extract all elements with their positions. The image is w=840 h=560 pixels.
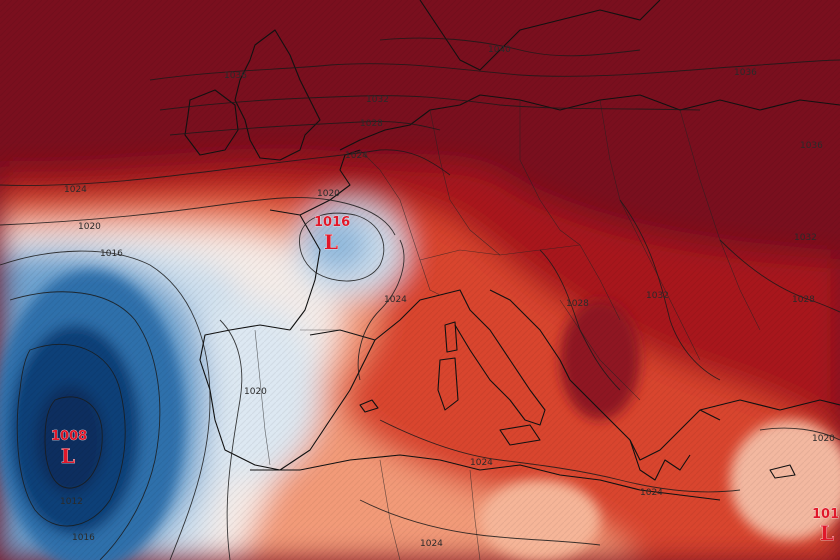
isobar-label: 1036 xyxy=(224,71,247,81)
isobar-label: 1028 xyxy=(792,295,815,305)
isobar-label: 1024 xyxy=(384,295,407,305)
isobar-1024-north xyxy=(0,149,451,186)
isobar-label: 1024 xyxy=(640,488,663,498)
isobar-1024-africa xyxy=(359,499,601,546)
isobar-label: 1020 xyxy=(78,222,101,232)
isobar-label: 1040 xyxy=(488,45,511,55)
isobar-label: 1016 xyxy=(100,249,123,259)
isobar-1020-iberia xyxy=(219,319,243,560)
low-value: 1016 xyxy=(314,215,350,230)
isobar-1024-central xyxy=(357,239,405,381)
isobars xyxy=(0,37,840,560)
isobar-1028-balkans xyxy=(539,249,621,391)
greece-coast xyxy=(629,439,691,481)
isobar-1012 xyxy=(9,291,161,560)
isobar-1032-east xyxy=(619,199,721,381)
isobar-1032-north xyxy=(159,95,701,111)
corsica-coast xyxy=(444,321,458,353)
low-value: 101 xyxy=(812,507,839,522)
isobar-label: 1028 xyxy=(360,119,383,129)
bay-of-biscay-coast xyxy=(289,214,321,331)
low-letter: L xyxy=(61,444,75,468)
low-letter: L xyxy=(324,230,338,254)
isobar-1020-west xyxy=(0,197,396,236)
isobar-label: 1020 xyxy=(244,387,267,397)
isobar-label: 1032 xyxy=(646,291,669,301)
isobar-label: 1020 xyxy=(317,189,340,199)
cyprus-coast xyxy=(769,464,796,479)
isobar-1036-north xyxy=(149,59,840,81)
isobar-1040 xyxy=(379,37,641,57)
border-iberia xyxy=(254,329,271,466)
isobar-label: 1024 xyxy=(470,458,493,468)
isobar-label: 1024 xyxy=(420,539,443,549)
low-marker-levant: 101 L xyxy=(812,507,840,546)
isobar-label: 1032 xyxy=(366,95,389,105)
isobar-labels: 1036 1040 1036 1036 1032 1028 1024 1024 … xyxy=(60,45,835,549)
scandinavia-coast xyxy=(419,0,661,71)
isobar-label: 1028 xyxy=(566,299,589,309)
isobar-1024-med xyxy=(379,419,741,493)
isobar-1020-levant xyxy=(759,427,840,441)
coastlines xyxy=(184,0,840,501)
isobar-label: 1024 xyxy=(64,185,87,195)
border-france-east xyxy=(359,149,441,296)
border-balkans xyxy=(559,299,641,401)
low-marker-atlantic: 1008 L xyxy=(51,429,88,469)
ireland-coast xyxy=(184,89,239,156)
border-central xyxy=(429,109,501,256)
low-value: 1008 xyxy=(51,429,87,444)
isobar-label: 1036 xyxy=(800,141,823,151)
iberia-coast xyxy=(199,324,376,471)
low-letter: L xyxy=(820,521,834,545)
isobar-label: 1032 xyxy=(794,233,817,243)
italy-coast xyxy=(439,289,546,426)
border-north-africa-2 xyxy=(469,469,481,560)
isobar-1028-north xyxy=(169,121,441,136)
border-east-central xyxy=(519,100,621,321)
sardinia-coast xyxy=(437,357,459,411)
gulf-of-lion-coast xyxy=(374,294,441,341)
isobar-label: 1012 xyxy=(60,497,83,507)
isobar-1016-atlantic xyxy=(0,250,211,560)
border-north-africa xyxy=(379,459,401,560)
isobar-1004 xyxy=(44,396,103,489)
north-africa-coast xyxy=(250,454,721,501)
country-borders xyxy=(254,99,761,560)
isobar-1008 xyxy=(16,343,126,527)
italy-adriatic-coast xyxy=(489,289,571,381)
border-eastern xyxy=(599,99,701,361)
isobar-label: 1024 xyxy=(345,151,368,161)
isobar-label: 1036 xyxy=(734,68,757,78)
balearic-islands xyxy=(359,399,379,413)
isobar-label: 1016 xyxy=(72,533,95,543)
isobar-1016-france xyxy=(299,212,385,282)
low-pressure-centers: 1016 L 1008 L 101 L xyxy=(51,215,840,546)
north-continent-coast xyxy=(339,94,840,151)
turkey-coast xyxy=(699,399,840,411)
isobar-label: 1020 xyxy=(812,434,835,444)
sicily-coast xyxy=(499,424,541,446)
balkan-coast xyxy=(569,379,721,461)
isobar-1028-east xyxy=(719,239,840,313)
low-marker-france: 1016 L xyxy=(314,215,351,255)
